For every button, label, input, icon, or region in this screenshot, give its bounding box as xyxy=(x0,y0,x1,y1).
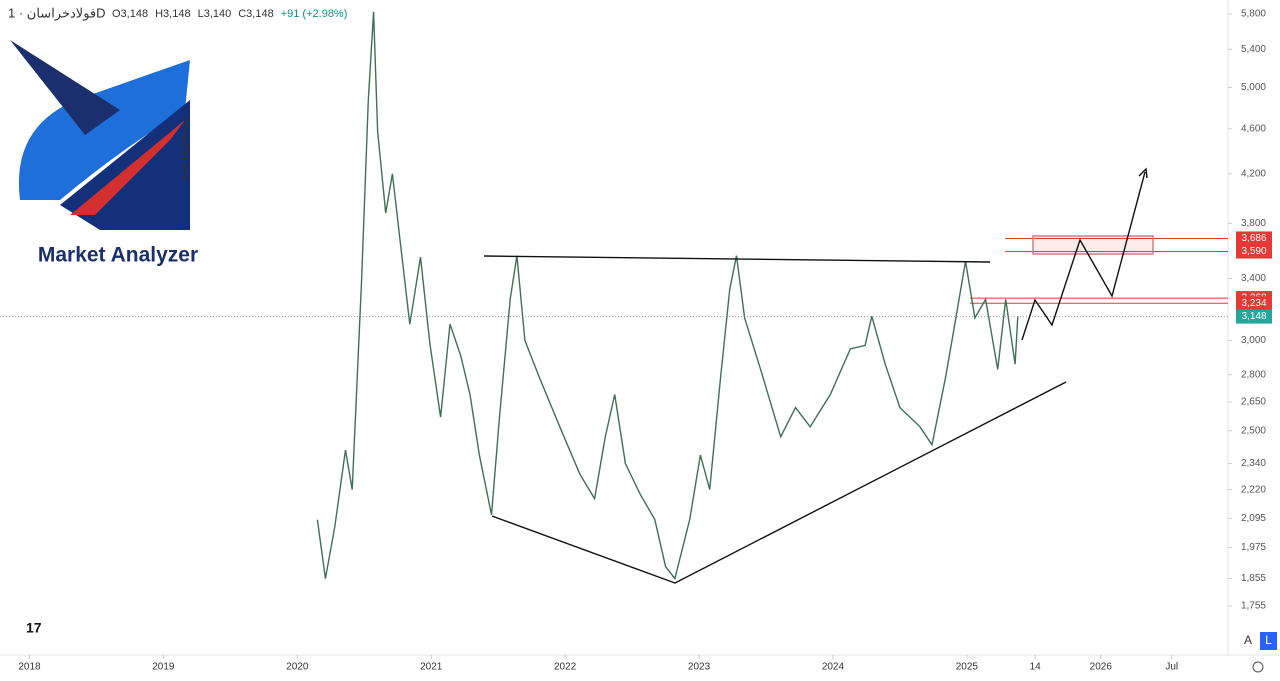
ohlc-value: O3,148 xyxy=(112,8,148,20)
price-label-bg xyxy=(1236,296,1272,311)
watermark: Market Analyzer xyxy=(38,244,198,267)
y-tick-label: 1,975 xyxy=(1241,542,1266,553)
y-tick-label: 1,755 xyxy=(1241,601,1266,612)
ohlc-value: +91 (+2.98%) xyxy=(281,8,348,20)
resistance-line xyxy=(483,255,991,263)
support-line xyxy=(491,381,1067,584)
x-tick-label: 2018 xyxy=(18,662,41,673)
y-tick-label: 4,600 xyxy=(1241,123,1266,134)
x-tick-label: 2023 xyxy=(688,662,711,673)
arrowhead xyxy=(1138,167,1148,179)
price-label: 3,590 xyxy=(1241,246,1266,257)
y-tick-label: 2,340 xyxy=(1241,458,1266,469)
button-auto[interactable]: A xyxy=(1244,633,1252,647)
y-tick-label: 2,095 xyxy=(1241,513,1266,524)
y-tick-label: 1,855 xyxy=(1241,573,1266,584)
settings-icon[interactable] xyxy=(1252,661,1264,673)
price-label-bg xyxy=(1236,309,1272,324)
y-tick-label: 4,200 xyxy=(1241,168,1266,179)
x-tick-label: 2022 xyxy=(554,662,577,673)
logo: Market Analyzer Amir HaghParast xyxy=(10,40,198,267)
ohlc: O3,148 H3,148 L3,140 C3,148 +91 (+2.98%) xyxy=(112,8,347,20)
x-tick-label: 2020 xyxy=(286,662,309,673)
y-tick-label: 2,650 xyxy=(1241,397,1266,408)
price-label-bg xyxy=(1236,231,1272,246)
y-tick-label: 5,400 xyxy=(1241,44,1266,55)
x-tick-label: Jul xyxy=(1165,662,1178,673)
price-label: 3,148 xyxy=(1241,311,1266,322)
symbol: فولادخراسان · 1D xyxy=(8,5,106,21)
price-line xyxy=(316,11,1019,581)
y-tick-label: 5,000 xyxy=(1241,82,1266,93)
y-tick-label: 3,400 xyxy=(1241,273,1266,284)
price xyxy=(316,11,1019,581)
logo-shape xyxy=(70,120,185,215)
ohlc-value: L3,140 xyxy=(198,8,232,20)
tv-logo: 17 xyxy=(26,620,42,636)
x-tick-label: 2025 xyxy=(956,662,979,673)
y-tick-label: 3,800 xyxy=(1241,218,1266,229)
price-label: 3,234 xyxy=(1241,298,1266,309)
y-tick-label: 5,800 xyxy=(1241,9,1266,20)
x-tick-label: 2026 xyxy=(1090,662,1113,673)
y-tick-label: 3,000 xyxy=(1241,335,1266,346)
x-tick-label: 2024 xyxy=(822,662,845,673)
x-tick-label: 2021 xyxy=(420,662,443,673)
drawings xyxy=(483,167,1154,584)
x-tick-label: 14 xyxy=(1030,662,1042,673)
grid: 1,755 1,855 1,975 2,095 2,220 2,340 2,500 2,650… xyxy=(18,9,1266,673)
ohlc-value: C3,148 xyxy=(238,8,273,20)
y-tick-label: 2,220 xyxy=(1241,484,1266,495)
author: Amir HaghParast xyxy=(180,118,190,181)
logo-shape xyxy=(18,60,191,200)
target-zone xyxy=(1032,235,1154,255)
y-tick-label: 2,800 xyxy=(1241,369,1266,380)
x-tick-label: 2019 xyxy=(152,662,175,673)
projection-path xyxy=(1021,171,1146,341)
y-tick-label: 2,500 xyxy=(1241,425,1266,436)
price-label: 3,686 xyxy=(1241,233,1266,244)
button-log[interactable]: L xyxy=(1265,633,1272,647)
logo-shape xyxy=(10,40,120,135)
price-label-bg xyxy=(1236,244,1272,259)
ohlc-value: H3,148 xyxy=(155,8,190,20)
button-bg xyxy=(1260,632,1277,650)
